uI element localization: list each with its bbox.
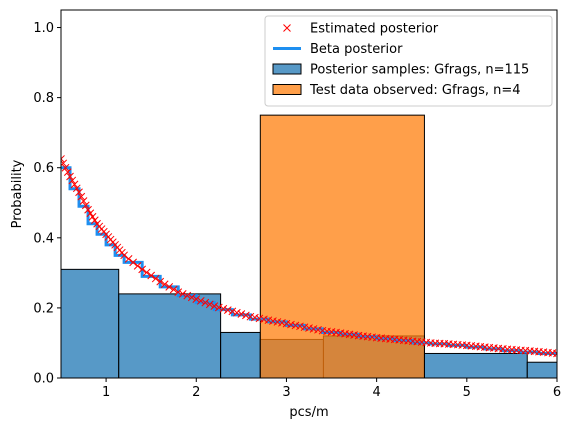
estimated-posterior-marker [287,320,295,329]
x-tick-label: 3 [282,385,290,400]
estimated-posterior-marker [75,188,83,197]
estimated-posterior-marker [169,285,178,294]
estimated-posterior-marker [68,176,77,185]
estimated-posterior-marker [183,291,192,300]
legend-estimated-marker [283,24,291,32]
y-axis-label: Probability [10,159,25,228]
y-tick-label: 0.6 [33,161,54,176]
estimated-posterior-marker [66,172,74,181]
estimated-posterior-marker [90,216,99,225]
estimated-posterior-marker [309,325,318,333]
estimated-posterior-marker [242,311,250,320]
estimated-posterior-marker [178,290,187,298]
estimated-posterior-marker [120,251,128,260]
estimated-posterior-marker [246,312,255,321]
estimated-posterior-marker [61,163,70,172]
estimated-posterior-marker [291,321,300,330]
y-tick-label: 0.2 [33,301,54,316]
estimated-posterior-marker [282,319,291,328]
estimated-posterior-marker [305,324,313,332]
estimated-posterior-marker [255,314,264,323]
estimated-posterior-marker [129,258,137,267]
estimated-posterior-marker [61,155,65,163]
estimated-posterior-marker [77,192,86,201]
legend-label: Estimated posterior [310,22,439,37]
y-tick-label: 0.4 [33,231,54,246]
y-tick-label: 0.8 [33,91,54,106]
estimated-posterior-marker [138,265,147,274]
posterior-bar [118,293,222,378]
estimated-posterior-marker [160,280,169,289]
posterior-bar [220,331,261,378]
estimated-posterior-marker [205,300,214,309]
estimated-posterior-marker [201,298,210,307]
estimated-posterior-marker [196,297,205,305]
plot-area [61,114,557,378]
estimated-posterior-marker [219,304,228,313]
legend-posterior-patch [272,63,302,75]
estimated-posterior-marker [314,325,322,334]
axes-frame [60,9,558,379]
estimated-posterior-marker [273,318,282,326]
estimated-posterior-marker [269,317,277,325]
estimated-posterior-marker [192,295,201,303]
estimated-posterior-marker [147,271,156,280]
estimated-posterior-marker [142,268,151,277]
estimated-posterior-marker [233,308,241,317]
estimated-posterior-marker [553,349,557,358]
legend-test-patch [272,84,302,95]
posterior-bar [61,268,120,378]
x-axis-label: pcs/m [289,405,328,420]
estimated-posterior-marker [260,315,268,324]
estimated-posterior-marker [88,212,97,221]
estimated-posterior-marker [156,277,165,286]
estimated-posterior-marker [174,288,183,296]
estimated-posterior-marker [237,310,246,318]
y-axis: 0.0 0.2 0.4 0.6 0.8 1.0 [33,21,61,387]
estimated-posterior-marker [210,302,219,311]
y-tick-label: 1.0 [33,21,54,36]
legend-label: Posterior samples: Gfrags, n=115 [310,63,529,78]
estimated-posterior-marker [61,159,68,168]
estimated-posterior-marker [81,201,90,210]
x-tick-label: 6 [553,385,561,400]
estimated-posterior-marker [300,323,309,332]
estimated-posterior-marker [278,318,286,327]
legend-label: Test data observed: Gfrags, n=4 [309,83,521,98]
estimated-posterior-marker [133,261,142,270]
estimated-posterior-marker [84,205,92,214]
estimated-posterior-marker [223,306,232,314]
x-tick-label: 2 [192,385,200,400]
beta-posterior-line [61,166,557,356]
estimated-posterior-marker [165,283,174,291]
posterior-bar [526,361,557,378]
estimated-posterior-marker [228,307,237,316]
estimated-posterior-marker [79,197,88,205]
x-tick-label: 5 [463,385,471,400]
estimated-posterior-marker [251,313,259,322]
y-tick-label: 0.0 [33,372,54,387]
estimated-posterior-marker [214,303,223,312]
x-axis: 1 2 3 4 5 6 [102,378,561,400]
posterior-bar [423,352,528,378]
x-tick-label: 4 [372,385,380,400]
estimated-posterior-marker [151,274,160,283]
estimated-posterior-marker [264,316,273,325]
estimated-posterior-marker [86,209,95,218]
estimated-posterior-marker [63,168,72,176]
legend-box [264,15,553,107]
estimated-posterior-marker [187,293,196,302]
legend: Estimated posterior Beta posterior Posteri… [264,15,553,107]
estimated-posterior-marker [72,184,81,193]
estimated-posterior-marker [124,254,133,263]
x-tick-label: 1 [102,385,110,400]
legend-label: Beta posterior [310,42,403,57]
estimated-posterior-marker [296,322,304,331]
estimated-posterior-marker [70,180,79,189]
